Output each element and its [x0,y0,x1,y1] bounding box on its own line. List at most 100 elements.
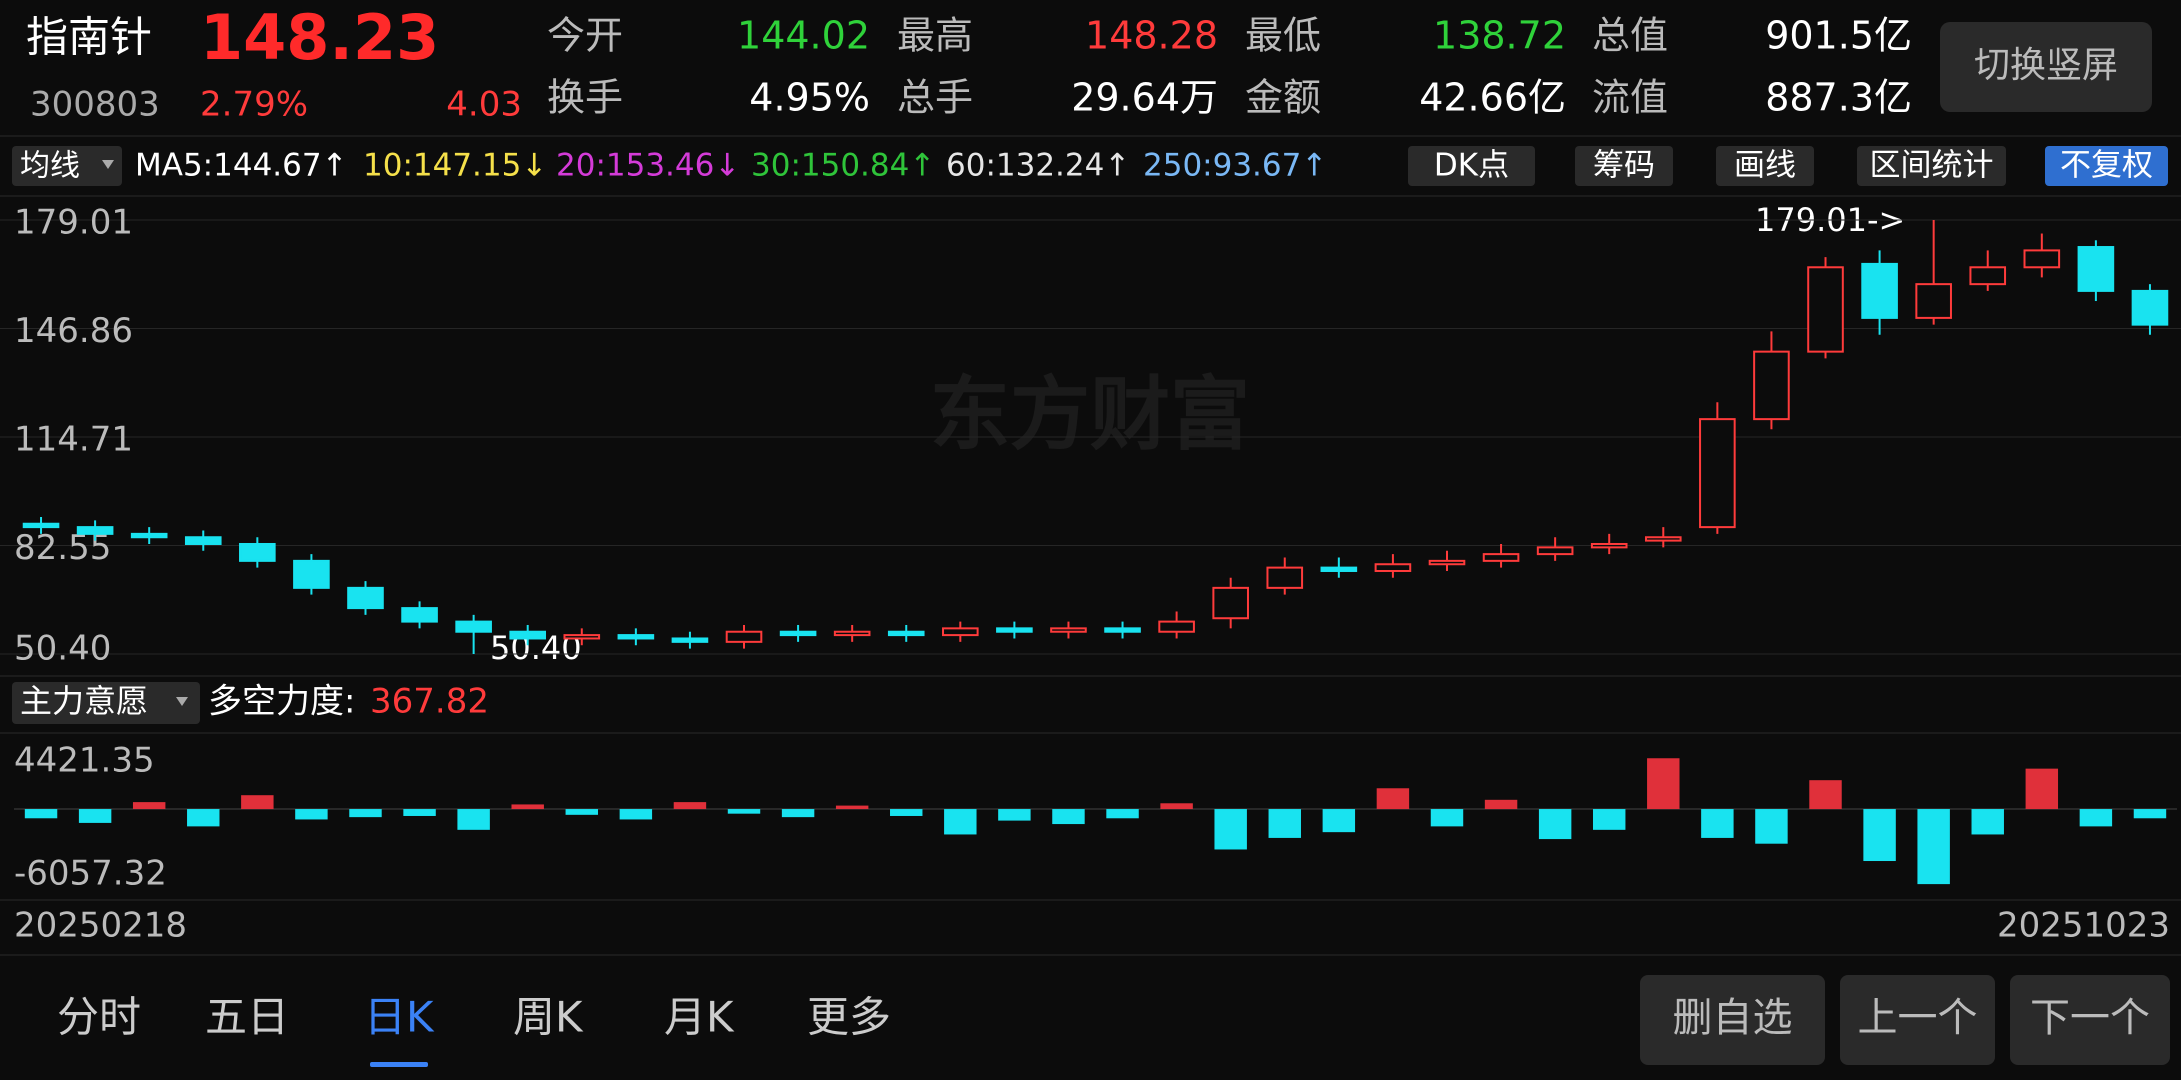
tool-button[interactable] [2045,146,2168,186]
bar [2025,768,2059,810]
field-label: 金额 [1245,76,1321,120]
indicator-value: 367.82 [370,682,489,722]
bar [1106,809,1139,819]
candle-body [1482,553,1520,562]
action-button-label: 上一个 [1858,995,1978,1041]
bar [457,809,490,830]
action-button[interactable] [2010,975,2170,1065]
candle-body [1915,283,1952,319]
indicator-select-label: 主力意愿 [20,682,148,720]
y-tick-label: 179.01 [14,203,133,243]
field-value: 138.72 [1433,14,1566,58]
bar [727,809,761,814]
bar [1863,809,1896,862]
tool-button-label: DK点 [1434,148,1509,184]
tab[interactable]: 分时 [57,993,141,1042]
ma-value: 20:153.46↓ [556,148,740,184]
tool-button[interactable] [1857,146,2006,186]
bar [241,795,274,810]
tab[interactable]: 月K [664,993,735,1042]
tool-button-label: 区间统计 [1870,148,1994,184]
candle-body [1644,536,1682,542]
candle-body [1320,566,1358,572]
action-button[interactable] [1640,975,1825,1065]
bar [781,809,815,818]
bar [1214,809,1247,850]
bar [565,809,599,815]
ma-select[interactable] [12,146,122,186]
tool-button[interactable] [1716,146,1814,186]
bar [295,809,328,820]
ma-value: 10:147.15↓ [363,148,547,184]
candle-body [1104,627,1141,633]
candle-body [401,607,438,623]
bar [511,804,544,810]
action-button-label: 删自选 [1673,995,1793,1041]
ma-value: 250:93.67↑ [1143,148,1327,184]
candle-body [2131,289,2169,326]
bar [1971,809,2004,835]
dropdown-arrow [102,160,114,169]
price: 148.23 [200,1,439,74]
field-value: 901.5亿 [1765,14,1912,58]
bar [24,809,58,819]
tab[interactable]: 日K [364,993,435,1042]
candle-body [2023,249,2061,269]
candle-body [1428,559,1466,566]
candle-body [833,630,871,637]
action-button-label: 下一个 [2030,995,2150,1041]
field-value: 887.3亿 [1765,76,1912,120]
candle-body [725,630,763,643]
field-value: 144.02 [737,14,870,58]
bar [1484,799,1518,810]
y-tick-label: 50.40 [14,629,111,669]
action-button[interactable] [1840,975,1995,1065]
tool-button-label: 画线 [1734,148,1796,184]
candle-body [239,542,276,562]
bar [835,805,869,810]
y-tick-label: 4421.35 [14,741,155,781]
field-label: 流值 [1592,76,1668,120]
field-value: 4.95% [749,76,870,120]
candle-body [1861,262,1898,319]
indicator-select[interactable] [12,682,200,724]
change-pct: 2.79% [200,85,308,125]
tool-button[interactable] [1575,146,1673,186]
bar [1701,809,1734,838]
tool-button[interactable] [1408,146,1535,186]
candle-body [1158,620,1195,633]
watermark: 东方财富 [930,368,1250,461]
ma-value: 60:132.24↑ [946,148,1130,184]
tab[interactable]: 更多 [807,993,891,1042]
candle-body [563,634,601,640]
bar [1160,803,1193,810]
field-value: 42.66亿 [1419,76,1566,120]
bar [619,809,653,820]
rotate-button[interactable] [1940,22,2152,112]
y-tick-label: 114.71 [14,419,133,459]
candle-body [130,532,168,539]
ma-value: MA5:144.67↑ [135,148,348,184]
rotate-label: 切换竖屏 [1974,45,2118,86]
candle-body [1590,542,1628,549]
candle-body [293,559,330,589]
candle-body [1699,418,1736,529]
tab[interactable]: 周K [513,993,584,1042]
candle-body [2077,246,2115,292]
candle-body [1374,563,1412,572]
stock-name: 指南针 [26,13,152,62]
candle-body [1753,350,1790,421]
date-label: 20251023 [1997,906,2170,946]
bar [1647,758,1680,810]
candle-body [779,630,817,637]
bar [1268,809,1301,838]
candle-body [22,522,60,529]
tab[interactable]: 五日 [205,993,289,1042]
field-label: 换手 [547,76,623,120]
candle-body [671,637,709,643]
bar [1430,809,1464,827]
candle-body [347,586,384,610]
candle-body [1807,266,1844,353]
bar [2079,809,2113,827]
